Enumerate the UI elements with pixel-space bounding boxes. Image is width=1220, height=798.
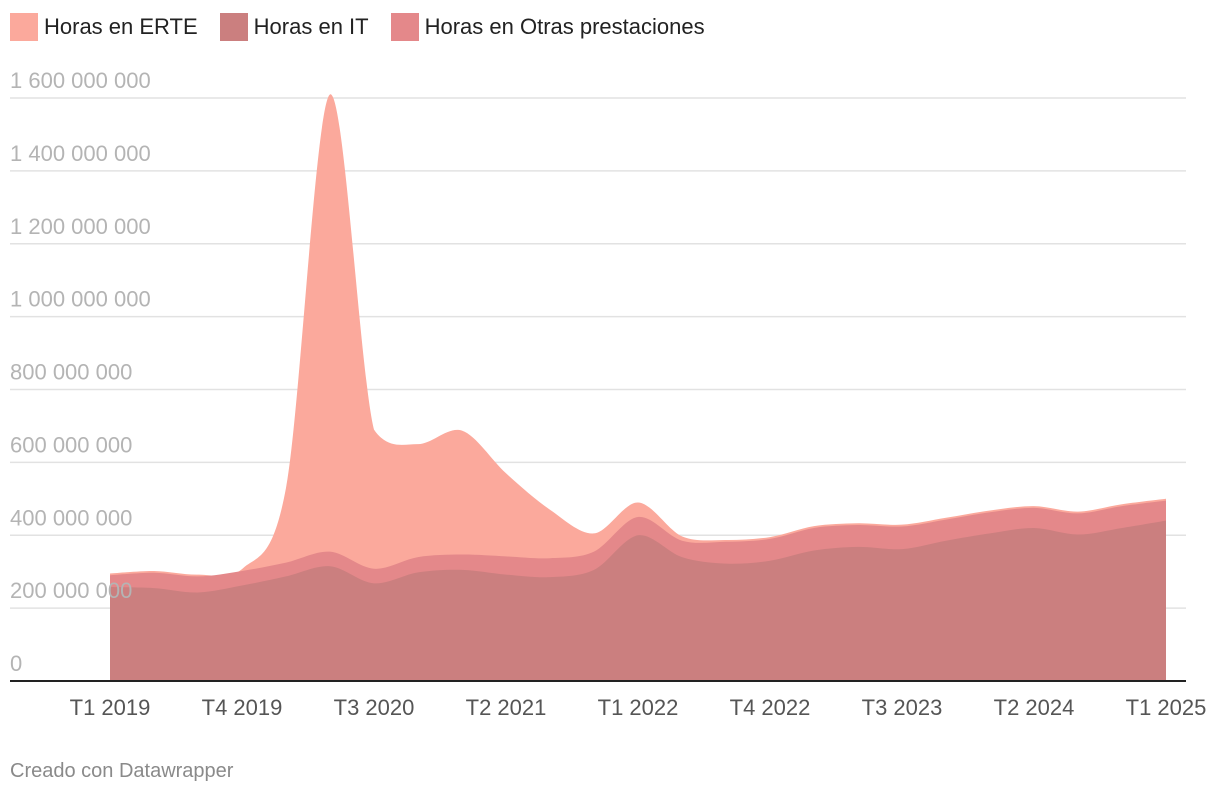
legend-item-otras: Horas en Otras prestaciones [390,13,705,41]
legend-label-it: Horas en IT [253,14,369,39]
x-tick-label-4: T1 2022 [598,695,679,720]
legend-item-it: Horas en IT [219,13,369,41]
legend-swatch-erte [10,13,38,41]
legend-swatch-otras [390,13,419,41]
x-tick-label-6: T3 2023 [862,695,943,720]
y-tick-label-8: 1 600 000 000 [10,68,151,93]
y-tick-label-6: 1 200 000 000 [10,214,151,239]
x-tick-label-8: T1 2025 [1126,695,1207,720]
x-tick-label-1: T4 2019 [202,695,283,720]
x-tick-label-7: T2 2024 [994,695,1075,720]
legend-label-otras: Horas en Otras prestaciones [424,14,705,39]
x-tick-label-3: T2 2021 [466,695,547,720]
y-tick-label-0: 0 [10,651,22,676]
y-tick-label-5: 1 000 000 000 [10,287,151,312]
x-tick-label-5: T4 2022 [730,695,811,720]
legend: Horas en ERTE Horas en IT Horas en Otras… [10,13,705,41]
x-tick-label-0: T1 2019 [70,695,151,720]
area-horas-en-it [110,520,1166,681]
legend-label-erte: Horas en ERTE [44,14,198,39]
y-tick-label-7: 1 400 000 000 [10,141,151,166]
x-tick-label-2: T3 2020 [334,695,415,720]
legend-swatch-it [219,13,248,41]
y-tick-label-2: 400 000 000 [10,505,132,530]
legend-item-erte: Horas en ERTE [10,13,198,41]
y-tick-label-1: 200 000 000 [10,578,132,603]
y-tick-label-3: 600 000 000 [10,432,132,457]
axis-layer: 0 200 000 000 400 000 000 600 000 000 800 00… [10,68,1206,720]
area-layer [110,94,1166,681]
credit-text: Creado con Datawrapper [10,760,234,782]
y-tick-label-4: 800 000 000 [10,360,132,385]
